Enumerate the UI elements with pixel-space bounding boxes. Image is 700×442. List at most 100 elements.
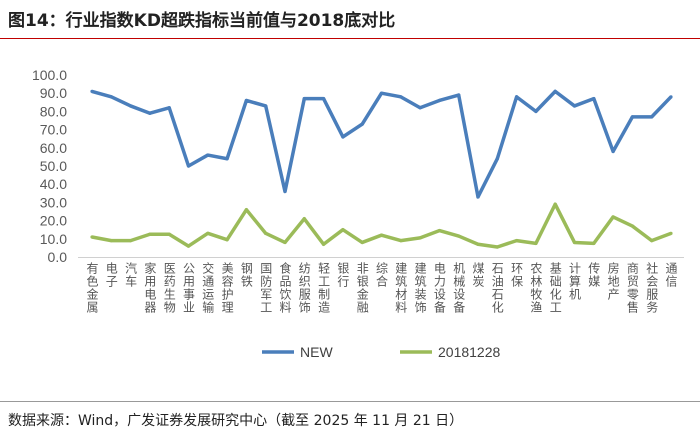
data-point: [129, 239, 133, 243]
data-point: [611, 149, 615, 154]
data-point: [186, 164, 191, 168]
series-line-20181228: [91, 202, 672, 249]
y-tick-label: 90.0: [40, 85, 67, 101]
x-tick-label: 传媒: [586, 262, 601, 288]
data-point: [476, 242, 480, 246]
data-point: [457, 93, 461, 97]
x-tick-label: 国防军工: [258, 262, 273, 314]
source-divider: [0, 401, 700, 402]
y-tick-label: 20.0: [40, 213, 67, 229]
y-tick-label: 80.0: [40, 103, 67, 119]
data-point: [592, 97, 596, 101]
data-point: [495, 245, 499, 249]
data-point: [244, 98, 248, 103]
x-tick-label: 基础化工: [548, 262, 563, 314]
x-tick-label: 公用事业: [181, 262, 196, 314]
data-point: [264, 104, 268, 108]
data-point: [572, 240, 577, 245]
x-tick-label: 电子: [104, 262, 119, 288]
data-point: [167, 106, 171, 110]
data-point: [302, 97, 306, 101]
x-tick-label: 通信: [664, 262, 678, 288]
data-point: [592, 241, 596, 245]
data-point: [360, 240, 364, 245]
x-tick-label: 煤炭: [471, 262, 485, 288]
data-point: [206, 153, 210, 157]
data-point: [515, 95, 519, 99]
data-point: [534, 109, 538, 113]
y-tick-label: 0.0: [48, 249, 68, 265]
data-point: [418, 236, 422, 240]
y-tick-label: 60.0: [40, 140, 67, 156]
x-tick-label: 建筑材料: [393, 262, 408, 314]
data-point: [341, 228, 345, 232]
x-tick-label: 商贸零售: [625, 262, 640, 314]
x-tick-label: 有色金属: [85, 262, 99, 314]
data-point: [129, 104, 133, 108]
x-tick-label: 电力设备: [432, 262, 447, 314]
data-point: [399, 239, 403, 243]
x-tick-label: 石油石化: [490, 262, 505, 314]
data-point: [611, 215, 615, 219]
data-point: [283, 189, 287, 194]
y-tick-label: 10.0: [40, 231, 67, 247]
data-point: [360, 122, 364, 126]
x-tick-label: 农林牧渔: [528, 262, 543, 314]
x-tick-label: 美容护理: [220, 262, 235, 314]
x-tick-label: 房地产: [606, 262, 621, 301]
data-point: [630, 115, 635, 119]
data-point: [669, 231, 673, 235]
data-point: [148, 111, 152, 115]
x-tick-label: 机械设备: [451, 262, 466, 314]
x-tick-label: 家用电器: [142, 262, 157, 314]
data-point: [186, 244, 191, 248]
x-tick-label: 银行: [335, 262, 350, 288]
source-note: 数据来源：Wind，广发证券发展研究中心（截至 2025 年 11 月 21 日…: [8, 413, 464, 429]
x-tick-label: 交通运输: [200, 262, 215, 314]
data-point: [476, 195, 480, 199]
data-point: [225, 238, 229, 242]
data-point: [457, 234, 461, 238]
data-point: [206, 231, 210, 235]
y-tick-label: 30.0: [40, 194, 67, 210]
data-point: [630, 224, 635, 228]
x-tick-label: 建筑装饰: [413, 262, 428, 314]
data-point: [437, 98, 441, 103]
y-tick-label: 50.0: [40, 158, 67, 174]
data-point: [495, 157, 499, 161]
data-point: [225, 157, 229, 161]
data-point: [244, 208, 248, 212]
x-tick-label: 轻工制造: [316, 262, 331, 314]
data-point: [572, 104, 577, 108]
data-point: [379, 91, 384, 95]
data-point: [650, 239, 654, 243]
data-point: [553, 202, 557, 206]
data-point: [302, 217, 306, 221]
data-point: [90, 89, 94, 93]
x-tick-label: 医药生物: [162, 262, 177, 314]
x-tick-label: 汽车: [123, 262, 138, 288]
data-point: [148, 232, 152, 236]
data-point: [553, 89, 557, 93]
legend-label: 20181228: [438, 344, 501, 360]
data-point: [515, 239, 519, 243]
x-tick-label: 环保: [509, 262, 524, 288]
data-point: [341, 135, 345, 139]
data-point: [379, 233, 384, 237]
figure-title: 图14：行业指数KD超跌指标当前值与2018底对比: [8, 11, 396, 31]
data-point: [264, 231, 268, 235]
x-tick-label: 社会服务: [644, 262, 659, 314]
x-tick-label: 非银金融: [355, 262, 370, 314]
x-tick-label: 计算机: [567, 262, 582, 301]
data-point: [669, 95, 673, 99]
data-point: [322, 97, 326, 101]
x-tick-label: 食品饮料: [278, 262, 292, 314]
title-divider: [0, 38, 700, 39]
x-tick-label: 钢铁: [239, 262, 254, 288]
data-point: [322, 242, 326, 246]
x-tick-label: 纺织服饰: [297, 262, 312, 314]
y-tick-label: 70.0: [40, 122, 67, 138]
series-line-NEW: [91, 89, 673, 199]
y-tick-label: 40.0: [40, 176, 67, 192]
